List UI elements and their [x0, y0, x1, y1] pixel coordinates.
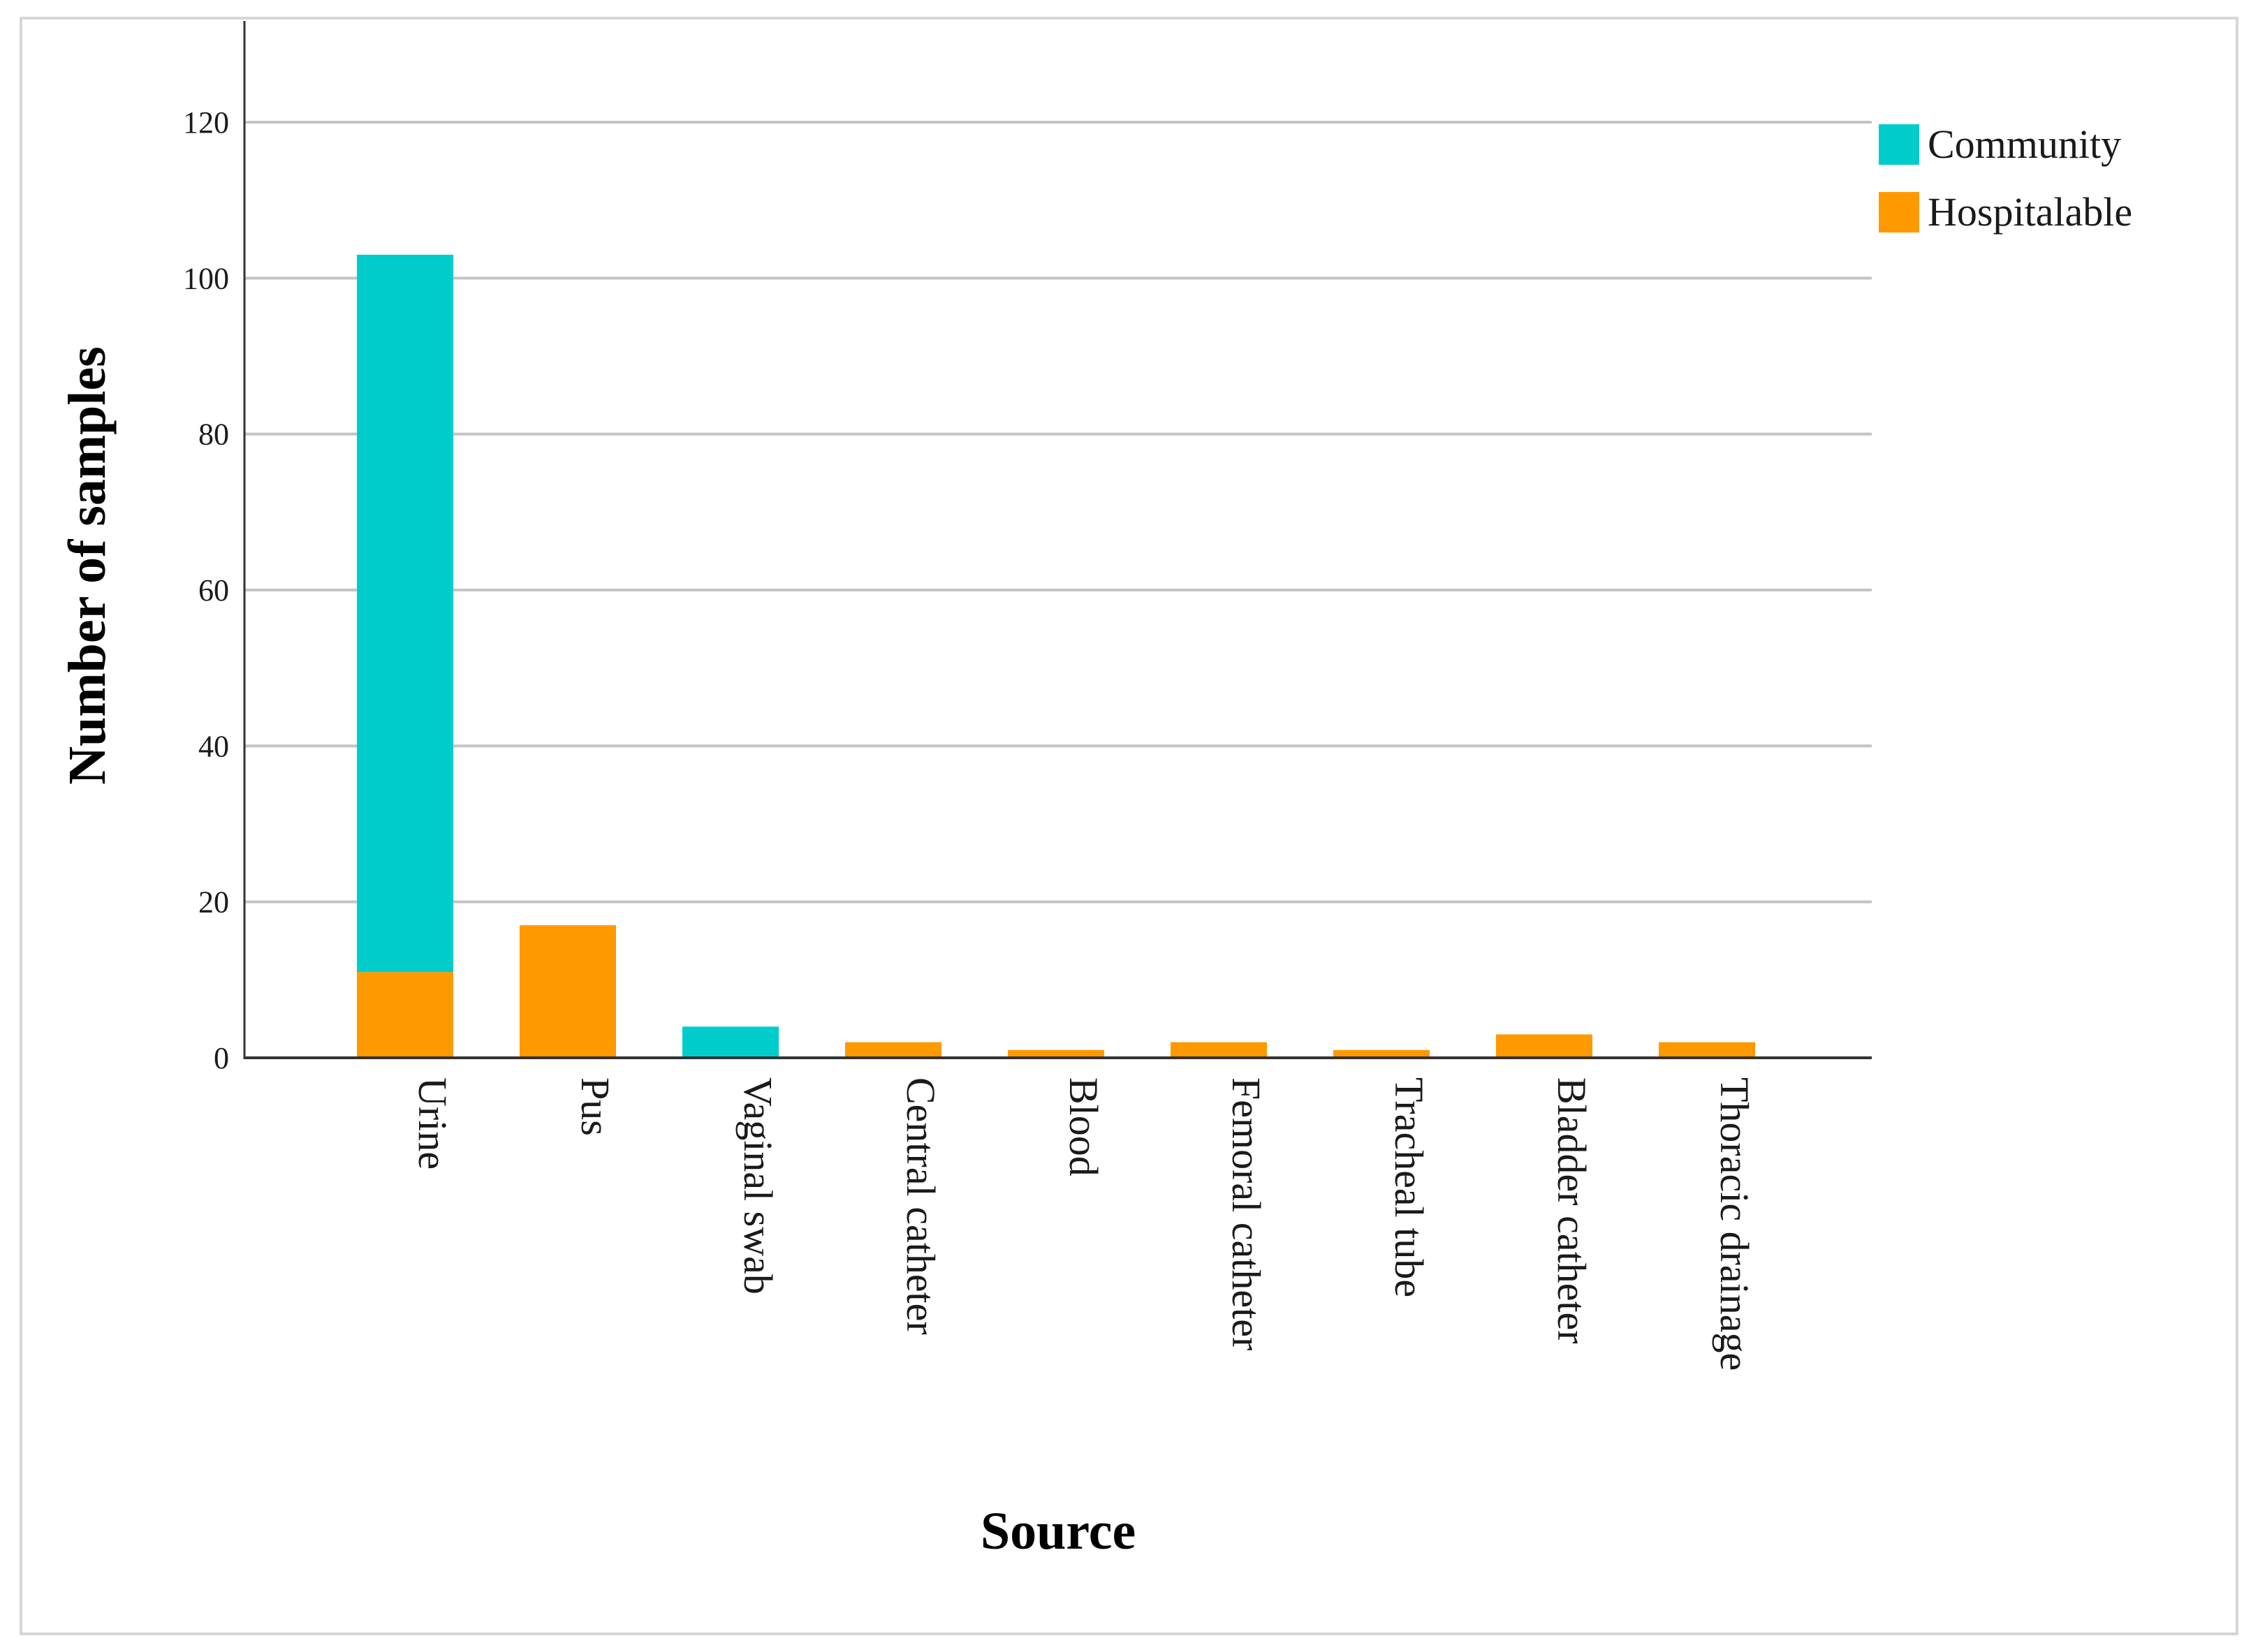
x-tick-label: Thoracic drainage — [1712, 1077, 1757, 1371]
x-tick-label: Vaginal swab — [735, 1077, 781, 1295]
y-tick-label: 80 — [198, 418, 229, 452]
axes — [243, 21, 1872, 1059]
x-tick-label: Blood — [1061, 1077, 1106, 1177]
bar-hospitalable-pus — [520, 925, 616, 1058]
y-axis-title: Number of samples — [58, 346, 117, 785]
bar-hospitalable-urine — [357, 972, 453, 1058]
y-tick-label: 100 — [183, 261, 229, 295]
y-tick-label: 0 — [214, 1041, 229, 1075]
legend-swatch-hospitalable — [1879, 192, 1919, 233]
x-tick-label: Tracheal tube — [1386, 1077, 1432, 1297]
legend-swatch-community — [1879, 124, 1919, 165]
bars — [357, 254, 1755, 1058]
y-tick-labels: 0 20 40 60 80 100 120 — [183, 105, 229, 1075]
legend: Community Hospitalable — [1879, 121, 2132, 235]
legend-label-community: Community — [1928, 121, 2121, 167]
bar-hospitalable-bladder-catheter — [1496, 1034, 1592, 1058]
y-tick-label: 120 — [183, 105, 229, 140]
x-axis-title: Source — [981, 1502, 1136, 1561]
bar-community-urine — [357, 254, 453, 973]
x-tick-label: Bladder catheter — [1549, 1077, 1594, 1344]
x-tick-label: Femoral catheter — [1224, 1077, 1269, 1350]
x-tick-label: Central catheter — [898, 1077, 944, 1335]
y-tick-label: 20 — [198, 885, 229, 920]
x-tick-label: Pus — [573, 1077, 618, 1136]
y-tick-label: 60 — [198, 573, 229, 607]
gridlines — [244, 121, 1872, 904]
x-tick-label: Urine — [410, 1077, 455, 1170]
y-tick-label: 40 — [198, 729, 229, 763]
legend-label-hospitalable: Hospitalable — [1928, 189, 2132, 235]
bar-hospitalable-central-catheter — [845, 1042, 941, 1058]
bar-community-vaginal-swab — [682, 1026, 779, 1058]
x-tick-labels: Urine Pus Vaginal swab Central catheter Bloo… — [410, 1077, 1757, 1371]
bar-hospitalable-thoracic-drainage — [1659, 1042, 1755, 1058]
bar-hospitalable-tracheal-tube — [1333, 1049, 1430, 1058]
bar-hospitalable-femoral-catheter — [1171, 1042, 1267, 1058]
bar-hospitalable-blood — [1008, 1049, 1104, 1058]
